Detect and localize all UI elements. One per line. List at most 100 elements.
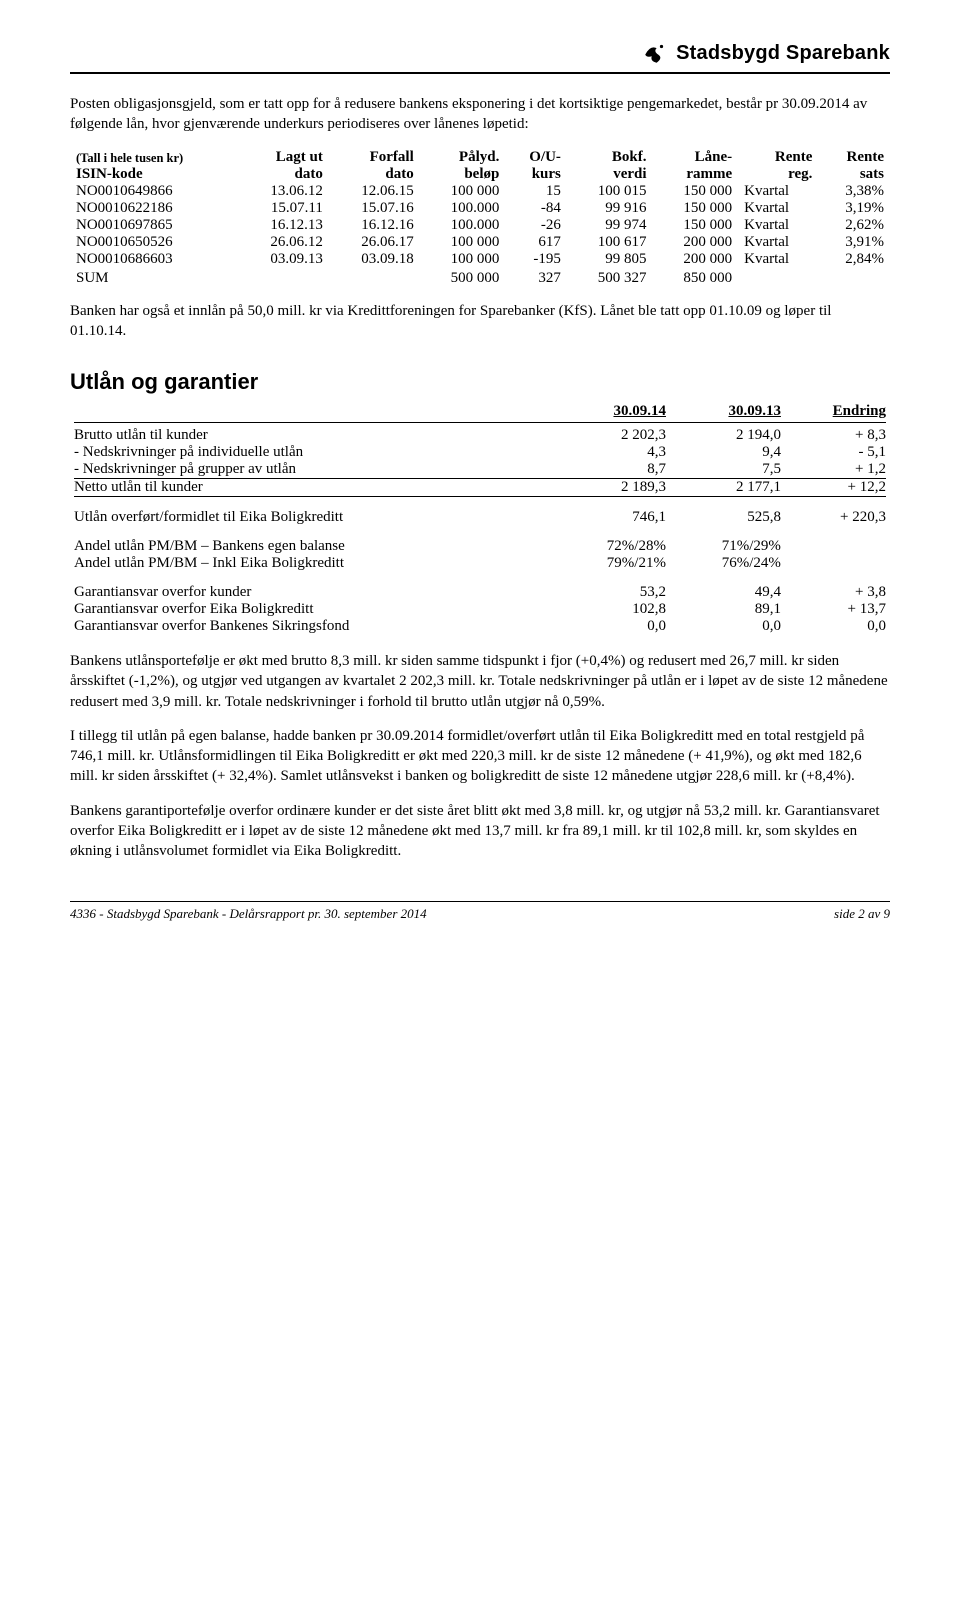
fin-val: 71%/29% [670, 538, 785, 555]
fin-val: 102,8 [555, 601, 670, 618]
hdr-cell: Låne- [653, 149, 739, 166]
loan-cell: NO0010686603 [70, 251, 238, 268]
footer-right: side 2 av 9 [834, 906, 890, 922]
loan-table: (Tall i hele tusen kr) Lagt ut Forfall P… [70, 149, 890, 287]
loan-cell: 150 000 [653, 217, 739, 234]
net-val: + 12,2 [785, 479, 890, 496]
fin-val: 89,1 [670, 601, 785, 618]
loan-cell: 150 000 [653, 200, 739, 217]
fin-val: 0,0 [785, 618, 890, 635]
loan-cell: Kvartal [738, 234, 818, 251]
fin-val: 0,0 [670, 618, 785, 635]
fin-val: + 1,2 [785, 461, 890, 478]
intro-paragraph: Posten obligasjonsgjeld, som er tatt opp… [70, 94, 890, 135]
fin-val [785, 555, 890, 572]
loan-cell: 15.07.11 [238, 200, 329, 217]
brand-name: Stadsbygd Sparebank [676, 42, 890, 65]
hdr-cell: verdi [567, 166, 653, 183]
loan-cell: 99 916 [567, 200, 653, 217]
loan-cell: 3,19% [818, 200, 890, 217]
body-p1: Bankens utlånsportefølje er økt med brut… [70, 651, 890, 712]
fin-val: 49,4 [670, 584, 785, 601]
hdr-cell: (Tall i hele tusen kr) [70, 149, 238, 166]
loan-cell: 3,38% [818, 183, 890, 200]
hdr-cell: beløp [420, 166, 506, 183]
loan-cell: NO0010697865 [70, 217, 238, 234]
fin-label: Utlån overført/formidlet til Eika Boligk… [70, 509, 555, 526]
loan-cell: Kvartal [738, 200, 818, 217]
fin-label: - Nedskrivninger på grupper av utlån [70, 461, 555, 478]
loan-cell: 100 000 [420, 251, 506, 268]
fin-val: 2 194,0 [670, 427, 785, 444]
hdr-cell: dato [329, 166, 420, 183]
fin-label: Andel utlån PM/BM – Inkl Eika Boligkredi… [70, 555, 555, 572]
fin-val: 7,5 [670, 461, 785, 478]
loan-cell: 16.12.16 [329, 217, 420, 234]
fin-val: 0,0 [555, 618, 670, 635]
sum-cell: 500 000 [420, 268, 506, 287]
col-head: Endring [785, 403, 890, 420]
fin-label: - Nedskrivninger på individuelle utlån [70, 444, 555, 461]
loan-cell: 100 617 [567, 234, 653, 251]
page-footer: 4336 - Stadsbygd Sparebank - Delårsrappo… [70, 901, 890, 922]
loan-cell: 100 000 [420, 234, 506, 251]
fin-label: Brutto utlån til kunder [70, 427, 555, 444]
sum-cell: 850 000 [653, 268, 739, 287]
fin-val: 746,1 [555, 509, 670, 526]
hdr-cell: ramme [653, 166, 739, 183]
loan-cell: 26.06.17 [329, 234, 420, 251]
hdr-cell: Lagt ut [238, 149, 329, 166]
fin-label: Andel utlån PM/BM – Bankens egen balanse [70, 538, 555, 555]
loan-cell: 99 974 [567, 217, 653, 234]
hdr-cell: ISIN-kode [70, 166, 238, 183]
loan-cell: 15.07.16 [329, 200, 420, 217]
loan-cell: NO0010649866 [70, 183, 238, 200]
fin-val: 2 202,3 [555, 427, 670, 444]
hdr-cell: Rente [738, 149, 818, 166]
fin-val: 8,7 [555, 461, 670, 478]
hdr-cell: O/U- [505, 149, 567, 166]
loan-cell: 12.06.15 [329, 183, 420, 200]
loan-cell: Kvartal [738, 183, 818, 200]
loan-cell: 16.12.13 [238, 217, 329, 234]
after-loan-paragraph: Banken har også et innlån på 50,0 mill. … [70, 301, 890, 342]
loan-cell: 100 015 [567, 183, 653, 200]
loan-cell: -84 [505, 200, 567, 217]
page-header: Stadsbygd Sparebank [70, 40, 890, 74]
sum-cell: 500 327 [567, 268, 653, 287]
fin-val: 4,3 [555, 444, 670, 461]
fin-val: 72%/28% [555, 538, 670, 555]
fin-val: 525,8 [670, 509, 785, 526]
loan-cell: NO0010622186 [70, 200, 238, 217]
loan-cell: 15 [505, 183, 567, 200]
fin-val: 53,2 [555, 584, 670, 601]
hdr-cell: Rente [818, 149, 890, 166]
col-head: 30.09.13 [670, 403, 785, 420]
body-p3: Bankens garantiportefølje overfor ordinæ… [70, 801, 890, 862]
loan-cell: 2,84% [818, 251, 890, 268]
loan-cell: 99 805 [567, 251, 653, 268]
loan-cell: NO0010650526 [70, 234, 238, 251]
loan-cell: 13.06.12 [238, 183, 329, 200]
fin-val: + 220,3 [785, 509, 890, 526]
hdr-cell: kurs [505, 166, 567, 183]
loan-cell: -195 [505, 251, 567, 268]
fin-label: Garantiansvar overfor Bankenes Sikringsf… [70, 618, 555, 635]
loan-cell: 100.000 [420, 217, 506, 234]
loan-cell: 100 000 [420, 183, 506, 200]
fin-val: + 8,3 [785, 427, 890, 444]
loan-cell: 150 000 [653, 183, 739, 200]
footer-left: 4336 - Stadsbygd Sparebank - Delårsrappo… [70, 906, 427, 922]
fin-val: 9,4 [670, 444, 785, 461]
fin-val: - 5,1 [785, 444, 890, 461]
section-title: Utlån og garantier [70, 369, 890, 395]
loan-cell: 2,62% [818, 217, 890, 234]
fin-val: + 13,7 [785, 601, 890, 618]
loan-cell: 26.06.12 [238, 234, 329, 251]
brand-logo: Stadsbygd Sparebank [642, 40, 890, 66]
loan-cell: -26 [505, 217, 567, 234]
loan-cell: 200 000 [653, 251, 739, 268]
hdr-cell: dato [238, 166, 329, 183]
net-label: Netto utlån til kunder [70, 479, 555, 496]
loan-cell: 3,91% [818, 234, 890, 251]
